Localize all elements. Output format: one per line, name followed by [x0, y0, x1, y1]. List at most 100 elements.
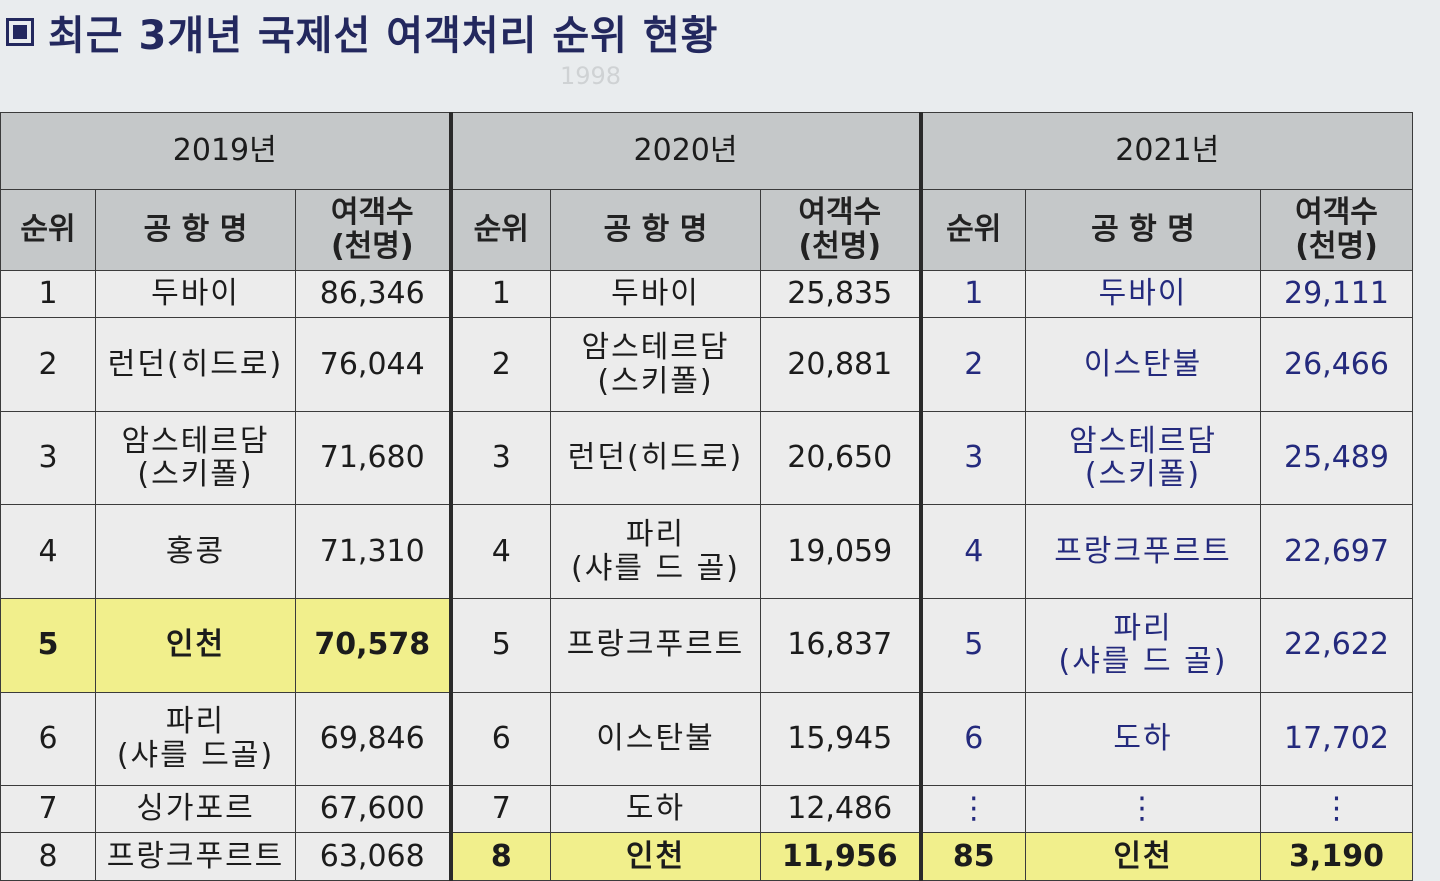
col-passengers-2020: 여객수 (천명)	[760, 189, 921, 271]
passenger-count-cell-2020: 25,835	[760, 269, 921, 319]
airport-name-cell-2020: 런던(히드로)	[550, 410, 761, 506]
rank-cell-2019: 5	[0, 597, 96, 693]
passenger-count-cell-2019: 76,044	[295, 317, 451, 412]
passenger-count-cell-2020: 11,956	[760, 832, 921, 881]
airport-name-cell-2020: 도하	[550, 785, 761, 834]
passenger-count-cell-2020: 20,650	[760, 410, 921, 506]
passenger-count-cell-2020: 12,486	[760, 785, 921, 834]
rank-cell-2020: 8	[448, 832, 551, 881]
rank-cell-2020: 2	[448, 317, 551, 412]
rank-cell-2021: 5	[918, 597, 1026, 693]
table-row: 6 파리 (샤를 드골) 69,846 6 이스탄불 15,945 6 도하 17,702	[0, 691, 1413, 787]
title-text: 최근 3개년 국제선 여객처리 순위 현황	[48, 13, 719, 59]
passenger-count-cell-2019: 67,600	[295, 785, 451, 834]
rank-cell-2021: 2	[918, 317, 1026, 412]
rank-cell-2021: 1	[918, 269, 1026, 319]
airport-name-cell-2021: 프랑크푸르트	[1025, 504, 1261, 599]
airport-name-cell-2020: 파리 (샤를 드 골)	[550, 504, 761, 599]
table-row: 5 인천 70,578 5 프랑크푸르트 16,837 5 파리 (샤를 드 골) 22,622	[0, 597, 1413, 693]
airport-name-cell-2020: 두바이	[550, 269, 761, 319]
col-passengers-unit: (천명)	[1295, 229, 1378, 264]
year-header-row: 2019년 2020년 2021년	[0, 112, 1413, 190]
year-header-2019: 2019년	[0, 112, 451, 190]
airport-name-cell-2021: 이스탄불	[1025, 317, 1261, 412]
airport-name-cell-2019: 암스테르담 (스키폴)	[95, 410, 296, 506]
airport-name-cell-2021: 도하	[1025, 691, 1261, 787]
rank-cell-2021: 6	[918, 691, 1026, 787]
rank-cell-2020: 1	[448, 269, 551, 319]
airport-name-cell-2019: 프랑크푸르트	[95, 832, 296, 881]
col-passengers-2021: 여객수 (천명)	[1260, 189, 1413, 271]
col-passengers-2019: 여객수 (천명)	[295, 189, 451, 271]
rank-cell-2020: 6	[448, 691, 551, 787]
passenger-count-cell-2021: ⋮	[1260, 785, 1413, 834]
airport-name-cell-2020: 프랑크푸르트	[550, 597, 761, 693]
table-row: 3 암스테르담 (스키폴) 71,680 3 런던(히드로) 20,650 3 암스테르담 (…	[0, 410, 1413, 506]
passenger-count-cell-2021: 29,111	[1260, 269, 1413, 319]
passenger-count-cell-2019: 86,346	[295, 269, 451, 319]
table-row: 7 싱가포르 67,600 7 도하 12,486 ⋮ ⋮ ⋮	[0, 785, 1413, 834]
passenger-count-cell-2019: 70,578	[295, 597, 451, 693]
table-row: 2 런던(히드로) 76,044 2 암스테르담 (스키폴) 20,881 2 이스탄불 26,…	[0, 317, 1413, 412]
rank-cell-2019: 1	[0, 269, 96, 319]
airport-name-cell-2019: 파리 (샤를 드골)	[95, 691, 296, 787]
passenger-count-cell-2020: 16,837	[760, 597, 921, 693]
year-header-2021: 2021년	[918, 112, 1413, 190]
passenger-count-cell-2019: 71,680	[295, 410, 451, 506]
rank-cell-2020: 5	[448, 597, 551, 693]
document-title: 최근 3개년 국제선 여객처리 순위 현황	[6, 2, 718, 62]
airport-name-cell-2021: ⋮	[1025, 785, 1261, 834]
rank-cell-2019: 4	[0, 504, 96, 599]
rank-cell-2019: 6	[0, 691, 96, 787]
airport-name-cell-2019: 두바이	[95, 269, 296, 319]
col-airport-2019: 공 항 명	[95, 189, 296, 271]
col-passengers-label: 여객수	[1295, 195, 1378, 231]
airport-ranking-table: 2019년 2020년 2021년 순위 공 항 명 여객수 (천명) 순위 공 …	[0, 112, 1413, 881]
table-row: 4 홍콩 71,310 4 파리 (샤를 드 골) 19,059 4 프랑크푸르트 22,697	[0, 504, 1413, 599]
col-passengers-label: 여객수	[798, 195, 882, 231]
col-airport-2021: 공 항 명	[1025, 189, 1261, 271]
column-header-row: 순위 공 항 명 여객수 (천명) 순위 공 항 명 여객수 (천명) 순위 공 항…	[0, 189, 1413, 271]
rank-cell-2020: 3	[448, 410, 551, 506]
passenger-count-cell-2021: 26,466	[1260, 317, 1413, 412]
passenger-count-cell-2021: 3,190	[1260, 832, 1413, 881]
rank-cell-2019: 8	[0, 832, 96, 881]
passenger-count-cell-2019: 63,068	[295, 832, 451, 881]
rank-cell-2021: 85	[918, 832, 1026, 881]
passenger-count-cell-2021: 17,702	[1260, 691, 1413, 787]
airport-name-cell-2019: 홍콩	[95, 504, 296, 599]
rank-cell-2020: 4	[448, 504, 551, 599]
passenger-count-cell-2019: 69,846	[295, 691, 451, 787]
col-passengers-unit: (천명)	[798, 229, 882, 264]
rank-cell-2020: 7	[448, 785, 551, 834]
col-airport-2020: 공 항 명	[550, 189, 761, 271]
airport-name-cell-2021: 두바이	[1025, 269, 1261, 319]
rank-cell-2021: ⋮	[918, 785, 1026, 834]
passenger-count-cell-2021: 22,697	[1260, 504, 1413, 599]
passenger-count-cell-2021: 22,622	[1260, 597, 1413, 693]
airport-name-cell-2021: 암스테르담 (스키폴)	[1025, 410, 1261, 506]
rank-cell-2019: 2	[0, 317, 96, 412]
passenger-count-cell-2019: 71,310	[295, 504, 451, 599]
table-row: 8 프랑크푸르트 63,068 8 인천 11,956 85 인천 3,190	[0, 832, 1413, 881]
airport-name-cell-2020: 인천	[550, 832, 761, 881]
passenger-count-cell-2020: 20,881	[760, 317, 921, 412]
rank-cell-2021: 4	[918, 504, 1026, 599]
table-body: 1 두바이 86,346 1 두바이 25,835 1 두바이 29,111 2 런던(히드로) 76…	[0, 269, 1413, 881]
col-rank-2020: 순위	[448, 189, 551, 271]
airport-name-cell-2021: 인천	[1025, 832, 1261, 881]
rank-cell-2021: 3	[918, 410, 1026, 506]
airport-name-cell-2020: 이스탄불	[550, 691, 761, 787]
airport-name-cell-2019: 싱가포르	[95, 785, 296, 834]
passenger-count-cell-2020: 19,059	[760, 504, 921, 599]
airport-name-cell-2020: 암스테르담 (스키폴)	[550, 317, 761, 412]
passenger-count-cell-2020: 15,945	[760, 691, 921, 787]
airport-name-cell-2019: 런던(히드로)	[95, 317, 296, 412]
col-rank-2021: 순위	[918, 189, 1026, 271]
col-rank-2019: 순위	[0, 189, 96, 271]
airport-name-cell-2021: 파리 (샤를 드 골)	[1025, 597, 1261, 693]
passenger-count-cell-2021: 25,489	[1260, 410, 1413, 506]
rank-cell-2019: 3	[0, 410, 96, 506]
col-passengers-label: 여객수	[330, 195, 414, 231]
